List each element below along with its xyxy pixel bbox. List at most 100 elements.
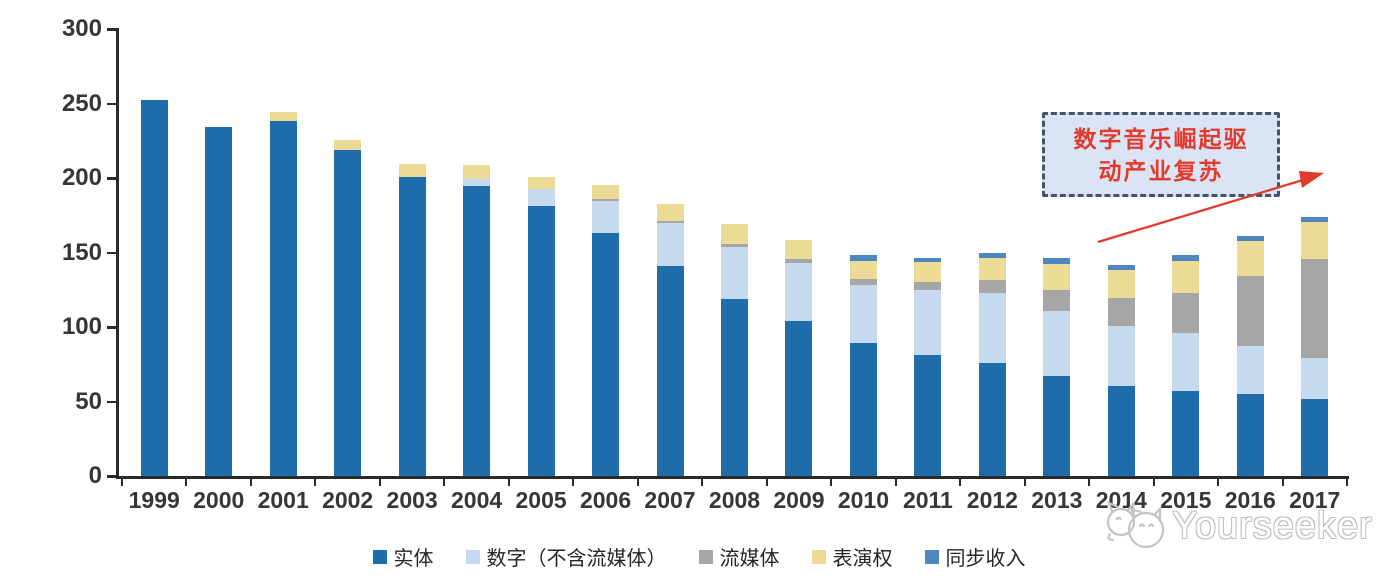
y-tick (107, 177, 116, 180)
legend-swatch-icon (465, 549, 480, 564)
x-tick (959, 478, 962, 486)
x-tick (249, 478, 252, 486)
y-tick (107, 28, 116, 31)
bar-segment-数字（不含流媒体）-2010 (849, 284, 877, 344)
x-tick (572, 478, 575, 486)
bar-segment-实体-1999 (140, 99, 168, 476)
bar-segment-实体-2000 (205, 126, 233, 476)
bar-segment-流媒体-2007 (656, 221, 684, 223)
annotation-text-line1: 数字音乐崛起驱 (1073, 125, 1249, 152)
y-axis-label: 100 (61, 313, 102, 340)
bar-segment-数字（不含流媒体）-2006 (592, 201, 620, 234)
x-axis-line (116, 476, 1349, 479)
x-axis-label: 2002 (322, 487, 374, 513)
x-axis-label: 2008 (708, 487, 761, 513)
bar-segment-表演权-2009 (785, 239, 813, 260)
bar-segment-表演权-2014 (1107, 269, 1135, 298)
bar-segment-表演权-2013 (1043, 264, 1071, 291)
x-axis-label: 2005 (515, 487, 567, 513)
x-axis-label: 2011 (902, 487, 953, 513)
annotation-text-line2: 动产业复苏 (1098, 157, 1224, 184)
bar-segment-流媒体-2014 (1107, 297, 1135, 326)
bar-segment-表演权-2004 (463, 165, 491, 180)
x-tick (507, 478, 510, 486)
x-tick (1152, 478, 1155, 486)
bar-segment-同步收入-2016 (1236, 236, 1264, 241)
x-tick (121, 478, 123, 486)
x-tick (185, 478, 188, 486)
bar-segment-流媒体-2006 (592, 198, 620, 202)
bar-segment-表演权-2002 (334, 140, 362, 150)
bar-segment-数字（不含流媒体）-2012 (978, 292, 1006, 363)
bar-segment-表演权-2006 (592, 185, 620, 199)
x-axis-label: 2003 (386, 487, 438, 513)
bar-segment-实体-2016 (1236, 394, 1264, 476)
bar-segment-表演权-2005 (527, 176, 555, 190)
bar-segment-数字（不含流媒体）-2014 (1107, 325, 1135, 386)
x-axis-label: 2012 (966, 487, 1018, 513)
bar-segment-表演权-2015 (1172, 260, 1200, 293)
bar-segment-实体-2002 (334, 149, 362, 476)
bar-segment-数字（不含流媒体）-2008 (721, 247, 748, 299)
bar-segment-数字（不含流媒体）-2013 (1043, 311, 1071, 377)
bar-segment-数字（不含流媒体）-2007 (656, 222, 684, 266)
x-tick (378, 478, 381, 486)
bar-segment-流媒体-2015 (1172, 292, 1200, 333)
bar-segment-实体-2017 (1301, 398, 1329, 476)
legend-label: 同步收入 (945, 548, 1026, 570)
bar-segment-实体-2008 (721, 298, 748, 476)
x-tick (894, 478, 897, 486)
x-tick (765, 478, 768, 486)
bar-segment-同步收入-2013 (1043, 258, 1071, 265)
y-tick (107, 102, 116, 105)
bar-segment-同步收入-2015 (1172, 255, 1200, 261)
bar-segment-流媒体-2017 (1301, 259, 1329, 358)
legend-swatch-icon (698, 549, 713, 564)
bar-segment-表演权-2016 (1236, 240, 1264, 276)
legend-item-流媒体: 流媒体 (698, 542, 780, 571)
y-axis-label: 200 (61, 164, 102, 191)
legend-swatch-icon (811, 549, 826, 564)
bar-segment-数字（不含流媒体）-2009 (785, 262, 813, 322)
x-axis-label: 2010 (837, 487, 890, 513)
bar-segment-同步收入-2010 (849, 254, 877, 261)
y-tick (107, 400, 116, 403)
x-axis-label: 2006 (579, 487, 632, 513)
bar-segment-流媒体-2008 (721, 244, 748, 248)
x-tick (1346, 478, 1348, 486)
bar-segment-流媒体-2011 (914, 282, 942, 290)
legend-swatch-icon (372, 549, 387, 564)
x-tick (830, 478, 833, 486)
watermark: Yourseeker (1098, 496, 1388, 556)
bar-segment-实体-2015 (1172, 391, 1200, 476)
bar-segment-实体-2010 (849, 343, 877, 476)
bar-segment-流媒体-2016 (1236, 275, 1264, 346)
bar-segment-表演权-2017 (1301, 221, 1329, 260)
bar-segment-数字（不含流媒体）-2011 (914, 289, 942, 355)
x-axis-label: 2000 (193, 487, 245, 513)
y-axis-line (116, 28, 119, 478)
bar-segment-流媒体-2009 (785, 259, 813, 263)
bar-segment-同步收入-2017 (1301, 217, 1329, 222)
x-tick (314, 478, 317, 486)
x-tick (1023, 478, 1026, 486)
x-axis-label: 2001 (257, 487, 309, 513)
y-axis-label: 300 (61, 15, 102, 42)
y-tick (107, 475, 116, 478)
legend-item-同步收入: 同步收入 (924, 542, 1026, 571)
x-axis-label: 1999 (128, 487, 180, 513)
x-tick (1217, 478, 1220, 486)
bar-segment-表演权-2011 (914, 262, 942, 283)
y-axis-label: 50 (75, 387, 102, 415)
bar-segment-数字（不含流媒体）-2004 (463, 179, 491, 187)
legend-label: 实体 (393, 548, 434, 570)
bar-segment-流媒体-2010 (849, 278, 877, 285)
x-tick (443, 478, 446, 486)
bar-segment-同步收入-2014 (1107, 265, 1135, 270)
bar-segment-流媒体-2012 (978, 280, 1006, 293)
y-axis-label: 150 (61, 238, 102, 266)
y-axis-label: 0 (88, 462, 102, 489)
legend-swatch-icon (924, 549, 939, 564)
bar-segment-实体-2007 (656, 265, 684, 476)
